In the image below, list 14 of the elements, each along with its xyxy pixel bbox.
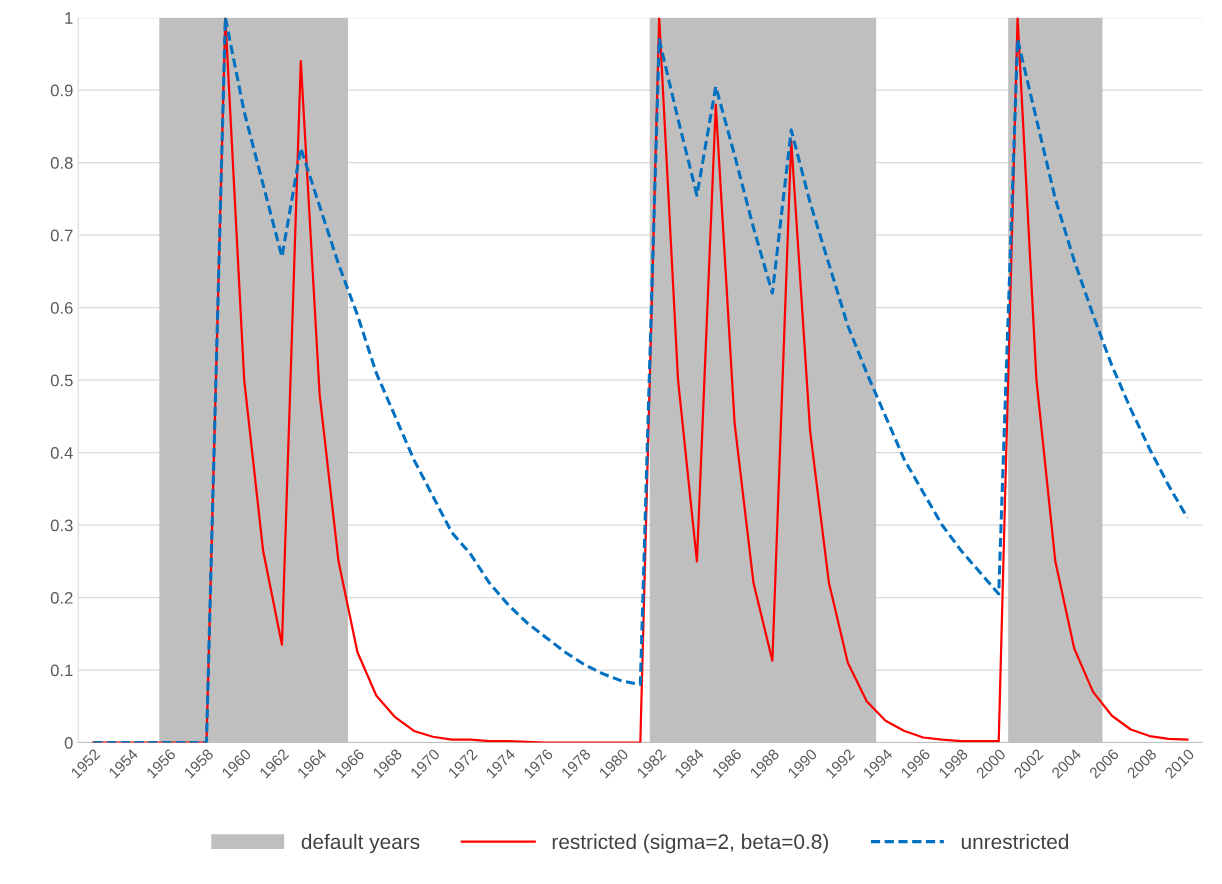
y-tick-label: 0.5 <box>50 374 73 387</box>
y-tick-label: 0.6 <box>50 302 73 314</box>
y-tick-label: 0.7 <box>50 229 73 242</box>
legend-label: restricted (sigma=2, beta=0.8) <box>552 833 829 854</box>
y-tick-label: 0.1 <box>50 664 73 677</box>
y-tick-label: 1 <box>65 12 73 24</box>
y-tick-label: 0 <box>64 736 73 749</box>
y-tick-label: 0.4 <box>50 447 73 459</box>
y-tick-label: 0.8 <box>50 157 73 169</box>
y-tick-label: 0.3 <box>50 519 73 532</box>
legend-label: unrestricted <box>961 833 1069 850</box>
y-tick-label: 0.2 <box>50 591 73 604</box>
legend-label: default years <box>301 833 420 854</box>
y-tick-label: 0.9 <box>50 84 73 97</box>
